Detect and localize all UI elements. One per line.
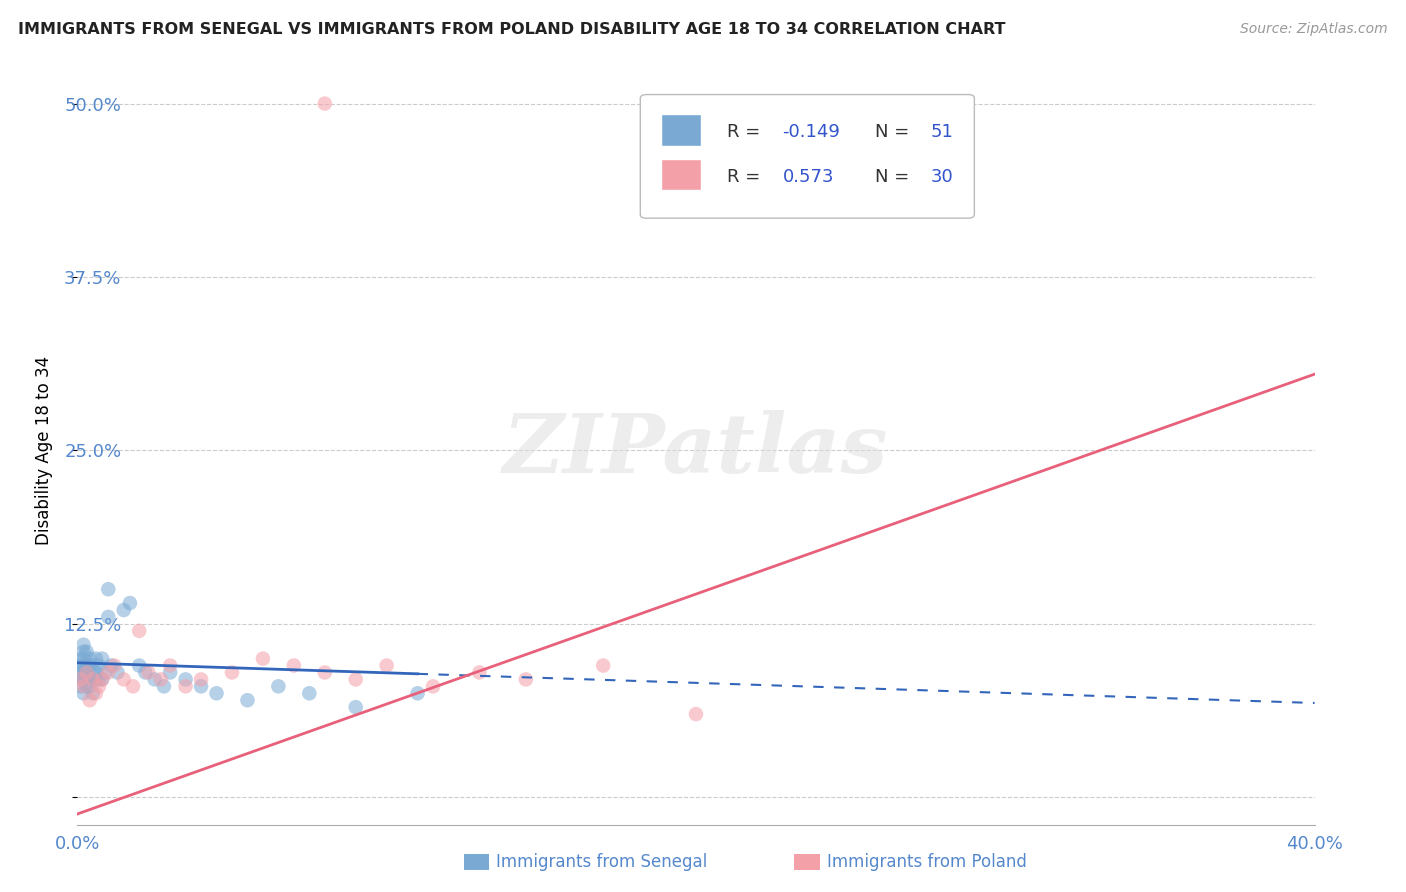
- Point: [72, 638, 94, 652]
- Point: [128, 658, 150, 673]
- Point: [69, 651, 91, 665]
- Point: [79, 651, 101, 665]
- Point: [406, 686, 429, 700]
- Point: [153, 679, 176, 693]
- Point: [159, 665, 181, 680]
- Point: [107, 665, 129, 680]
- Point: [69, 673, 91, 687]
- Point: [128, 624, 150, 638]
- Point: [72, 686, 94, 700]
- Text: N =: N =: [876, 123, 915, 141]
- Point: [72, 658, 94, 673]
- FancyBboxPatch shape: [640, 95, 974, 219]
- Point: [174, 679, 197, 693]
- Point: [69, 673, 91, 687]
- Point: [112, 603, 135, 617]
- Point: [118, 596, 141, 610]
- Point: [84, 686, 107, 700]
- Point: [82, 686, 104, 700]
- Point: [91, 673, 114, 687]
- Point: [84, 651, 107, 665]
- Point: [221, 665, 243, 680]
- Point: [84, 673, 107, 687]
- Point: [87, 658, 110, 673]
- Point: [205, 686, 228, 700]
- Point: [515, 673, 537, 687]
- Point: [103, 658, 125, 673]
- Text: Source: ZipAtlas.com: Source: ZipAtlas.com: [1240, 22, 1388, 37]
- Point: [375, 658, 398, 673]
- Point: [76, 665, 98, 680]
- Point: [112, 673, 135, 687]
- Point: [314, 665, 336, 680]
- Point: [76, 658, 98, 673]
- Point: [79, 679, 101, 693]
- Point: [79, 673, 101, 687]
- Point: [143, 673, 166, 687]
- Point: [134, 665, 156, 680]
- Point: [149, 673, 172, 687]
- Text: Immigrants from Senegal: Immigrants from Senegal: [496, 853, 707, 871]
- Point: [87, 679, 110, 693]
- Point: [190, 679, 212, 693]
- Point: [190, 673, 212, 687]
- Point: [298, 686, 321, 700]
- Point: [283, 658, 305, 673]
- Point: [236, 693, 259, 707]
- Point: [87, 673, 110, 687]
- Point: [94, 665, 117, 680]
- Point: [267, 679, 290, 693]
- Point: [76, 665, 98, 680]
- Bar: [661, 160, 702, 191]
- Point: [174, 673, 197, 687]
- Point: [91, 651, 114, 665]
- Text: Immigrants from Poland: Immigrants from Poland: [827, 853, 1026, 871]
- Point: [468, 665, 491, 680]
- Text: -0.149: -0.149: [783, 123, 841, 141]
- Point: [76, 645, 98, 659]
- Y-axis label: Disability Age 18 to 34: Disability Age 18 to 34: [35, 356, 53, 545]
- Point: [97, 665, 120, 680]
- Point: [685, 707, 707, 722]
- Point: [79, 658, 101, 673]
- Text: R =: R =: [727, 123, 766, 141]
- Point: [138, 665, 160, 680]
- Point: [122, 679, 145, 693]
- Point: [72, 665, 94, 680]
- Point: [69, 665, 91, 680]
- Text: 0.573: 0.573: [783, 168, 834, 186]
- Point: [76, 679, 98, 693]
- Text: N =: N =: [876, 168, 915, 186]
- Point: [422, 679, 444, 693]
- Text: 30: 30: [931, 168, 953, 186]
- Point: [72, 673, 94, 687]
- Point: [592, 658, 614, 673]
- Point: [76, 673, 98, 687]
- Point: [79, 693, 101, 707]
- Point: [344, 700, 367, 714]
- Text: IMMIGRANTS FROM SENEGAL VS IMMIGRANTS FROM POLAND DISABILITY AGE 18 TO 34 CORREL: IMMIGRANTS FROM SENEGAL VS IMMIGRANTS FR…: [18, 22, 1005, 37]
- Point: [84, 665, 107, 680]
- Point: [72, 679, 94, 693]
- Point: [91, 673, 114, 687]
- Text: 51: 51: [931, 123, 953, 141]
- Point: [100, 658, 122, 673]
- Point: [69, 679, 91, 693]
- Point: [344, 673, 367, 687]
- Point: [82, 673, 104, 687]
- Bar: [661, 114, 702, 145]
- Point: [82, 673, 104, 687]
- Point: [97, 610, 120, 624]
- Text: R =: R =: [727, 168, 772, 186]
- Point: [82, 658, 104, 673]
- Text: ZIPatlas: ZIPatlas: [503, 410, 889, 491]
- Point: [72, 651, 94, 665]
- Point: [69, 658, 91, 673]
- Point: [159, 658, 181, 673]
- Point: [314, 96, 336, 111]
- Point: [72, 645, 94, 659]
- Point: [252, 651, 274, 665]
- Point: [97, 582, 120, 597]
